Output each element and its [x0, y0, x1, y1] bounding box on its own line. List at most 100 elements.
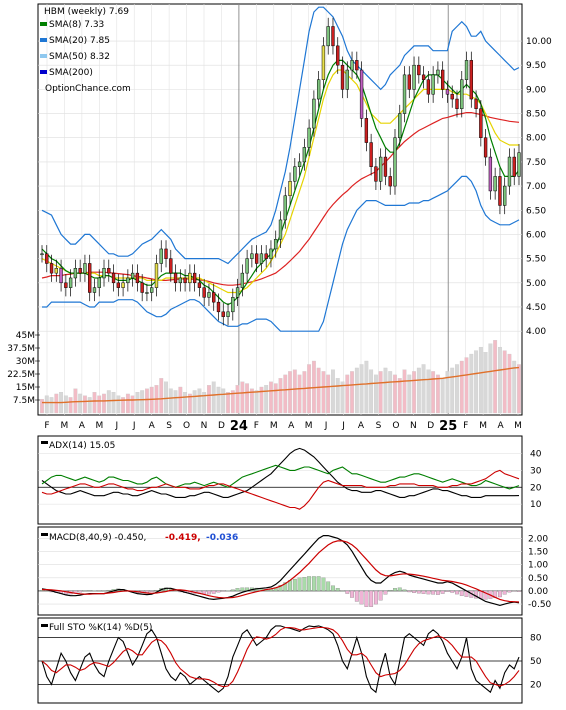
macd-histogram-bar: [483, 590, 488, 600]
macd-histogram-bar: [87, 590, 92, 592]
volume-bar: [78, 393, 83, 414]
candle-body: [88, 263, 92, 293]
month-label: A: [358, 421, 365, 431]
month-label: F: [44, 421, 49, 431]
candle-body: [178, 277, 182, 284]
macd-histogram-bar: [393, 588, 397, 592]
macd-tick-label: 0.50: [528, 574, 548, 584]
macd-histogram-bar: [226, 590, 230, 592]
volume-bar: [288, 371, 292, 414]
macd-histogram-bar: [450, 590, 455, 593]
legend-swatch-sma20: [40, 38, 47, 42]
macd-histogram-bar: [369, 590, 374, 607]
candle-body: [164, 248, 168, 259]
adx-series-line: [41, 469, 520, 510]
candle-body: [78, 268, 82, 274]
candle-body: [321, 45, 326, 80]
macd-histogram-bar: [435, 590, 440, 595]
candle-body: [355, 60, 359, 71]
volume-bar: [426, 369, 431, 414]
macd-panel: 2.00 1.50 1.00 0.50 0.00 -0.50 MACD(8,40,9) -…: [37, 526, 552, 616]
adx-series-line: [41, 464, 520, 490]
volume-bar: [397, 378, 402, 414]
candle-body: [379, 156, 383, 182]
candle-body: [121, 282, 125, 288]
volume-bar: [130, 395, 135, 414]
price-candles: [40, 17, 521, 326]
volume-bar: [168, 388, 173, 414]
volume-bars: [40, 340, 521, 414]
macd-histogram-bar: [283, 582, 288, 592]
candle-body: [316, 79, 321, 100]
volume-bar: [493, 340, 498, 414]
macd-histogram-bar: [378, 590, 383, 601]
volume-moving-average-line: [42, 366, 520, 404]
macd-title: MACD(8,40,9) -0.450,: [49, 533, 146, 543]
candle-body: [83, 263, 87, 274]
volume-bar: [140, 390, 145, 414]
macd-histogram-bar: [83, 590, 87, 592]
candle-body: [169, 258, 173, 274]
month-label: D: [427, 421, 434, 431]
candle-body: [512, 156, 516, 177]
macd-tick-label: 0.00: [528, 587, 548, 597]
macd-histogram-bar: [106, 589, 111, 592]
volume-bar: [54, 393, 59, 414]
legend-sma50: SMA(50) 8.32: [49, 52, 110, 62]
month-label: O: [392, 421, 399, 431]
volume-bar: [331, 369, 335, 414]
macd-histogram-bar: [388, 589, 393, 592]
candle-body: [464, 60, 469, 80]
macd-histogram-bar: [207, 590, 211, 595]
volume-bar: [216, 386, 221, 414]
volume-tick-label: 22.5M: [7, 370, 35, 380]
volume-bar: [202, 392, 207, 414]
month-label: F: [254, 421, 259, 431]
sma50-line: [41, 112, 520, 286]
candle-body: [135, 272, 140, 284]
volume-bar: [364, 360, 369, 414]
candle-body: [111, 272, 116, 284]
macd-histogram-bar: [335, 588, 340, 592]
candle-body: [145, 292, 149, 294]
candle-body: [498, 176, 502, 206]
candle-body: [188, 272, 192, 284]
macd-histogram-bar: [445, 590, 450, 592]
price-y-axis: 10.00 9.50 9.00 8.50 8.00 7.50 7.00 6.50 6.00 5.5…: [526, 37, 552, 337]
candle-body: [469, 60, 473, 100]
candle-body: [331, 26, 335, 47]
price-tick-label: 7.50: [526, 158, 546, 168]
volume-bar: [478, 346, 483, 414]
month-label: M: [270, 421, 278, 431]
adx-panel: 40 30 20 10 ADX(14) 15.05: [37, 435, 542, 525]
price-tick-label: 10.00: [526, 37, 552, 47]
volume-bar: [378, 371, 383, 414]
price-tick-label: 9.50: [526, 61, 546, 71]
candle-body: [107, 268, 111, 274]
volume-bar: [369, 369, 374, 414]
candle-body: [183, 277, 187, 284]
volume-bar: [44, 395, 49, 414]
source-label: OptionChance.com: [45, 84, 131, 94]
volume-bar: [135, 392, 140, 414]
macd-tick-label: -0.50: [528, 600, 552, 610]
candle-body: [92, 287, 97, 293]
volume-bar: [440, 378, 445, 414]
candle-body: [388, 176, 392, 187]
volume-bar: [373, 374, 378, 414]
month-label: S: [376, 421, 382, 431]
macd-histogram-bar: [407, 590, 412, 593]
candle-body: [254, 253, 259, 264]
macd-histogram-bar: [459, 590, 464, 596]
candle-body: [250, 253, 254, 259]
candle-body: [374, 166, 378, 182]
candle-body: [159, 248, 163, 264]
price-tick-label: 7.00: [526, 182, 546, 192]
candle-body: [197, 282, 202, 288]
macd-histogram-bar: [302, 577, 307, 592]
macd-signal-line: [42, 540, 520, 603]
legend-swatch-sma50: [40, 54, 47, 58]
adx-tick-label: 40: [530, 450, 542, 460]
candle-body: [216, 301, 221, 313]
